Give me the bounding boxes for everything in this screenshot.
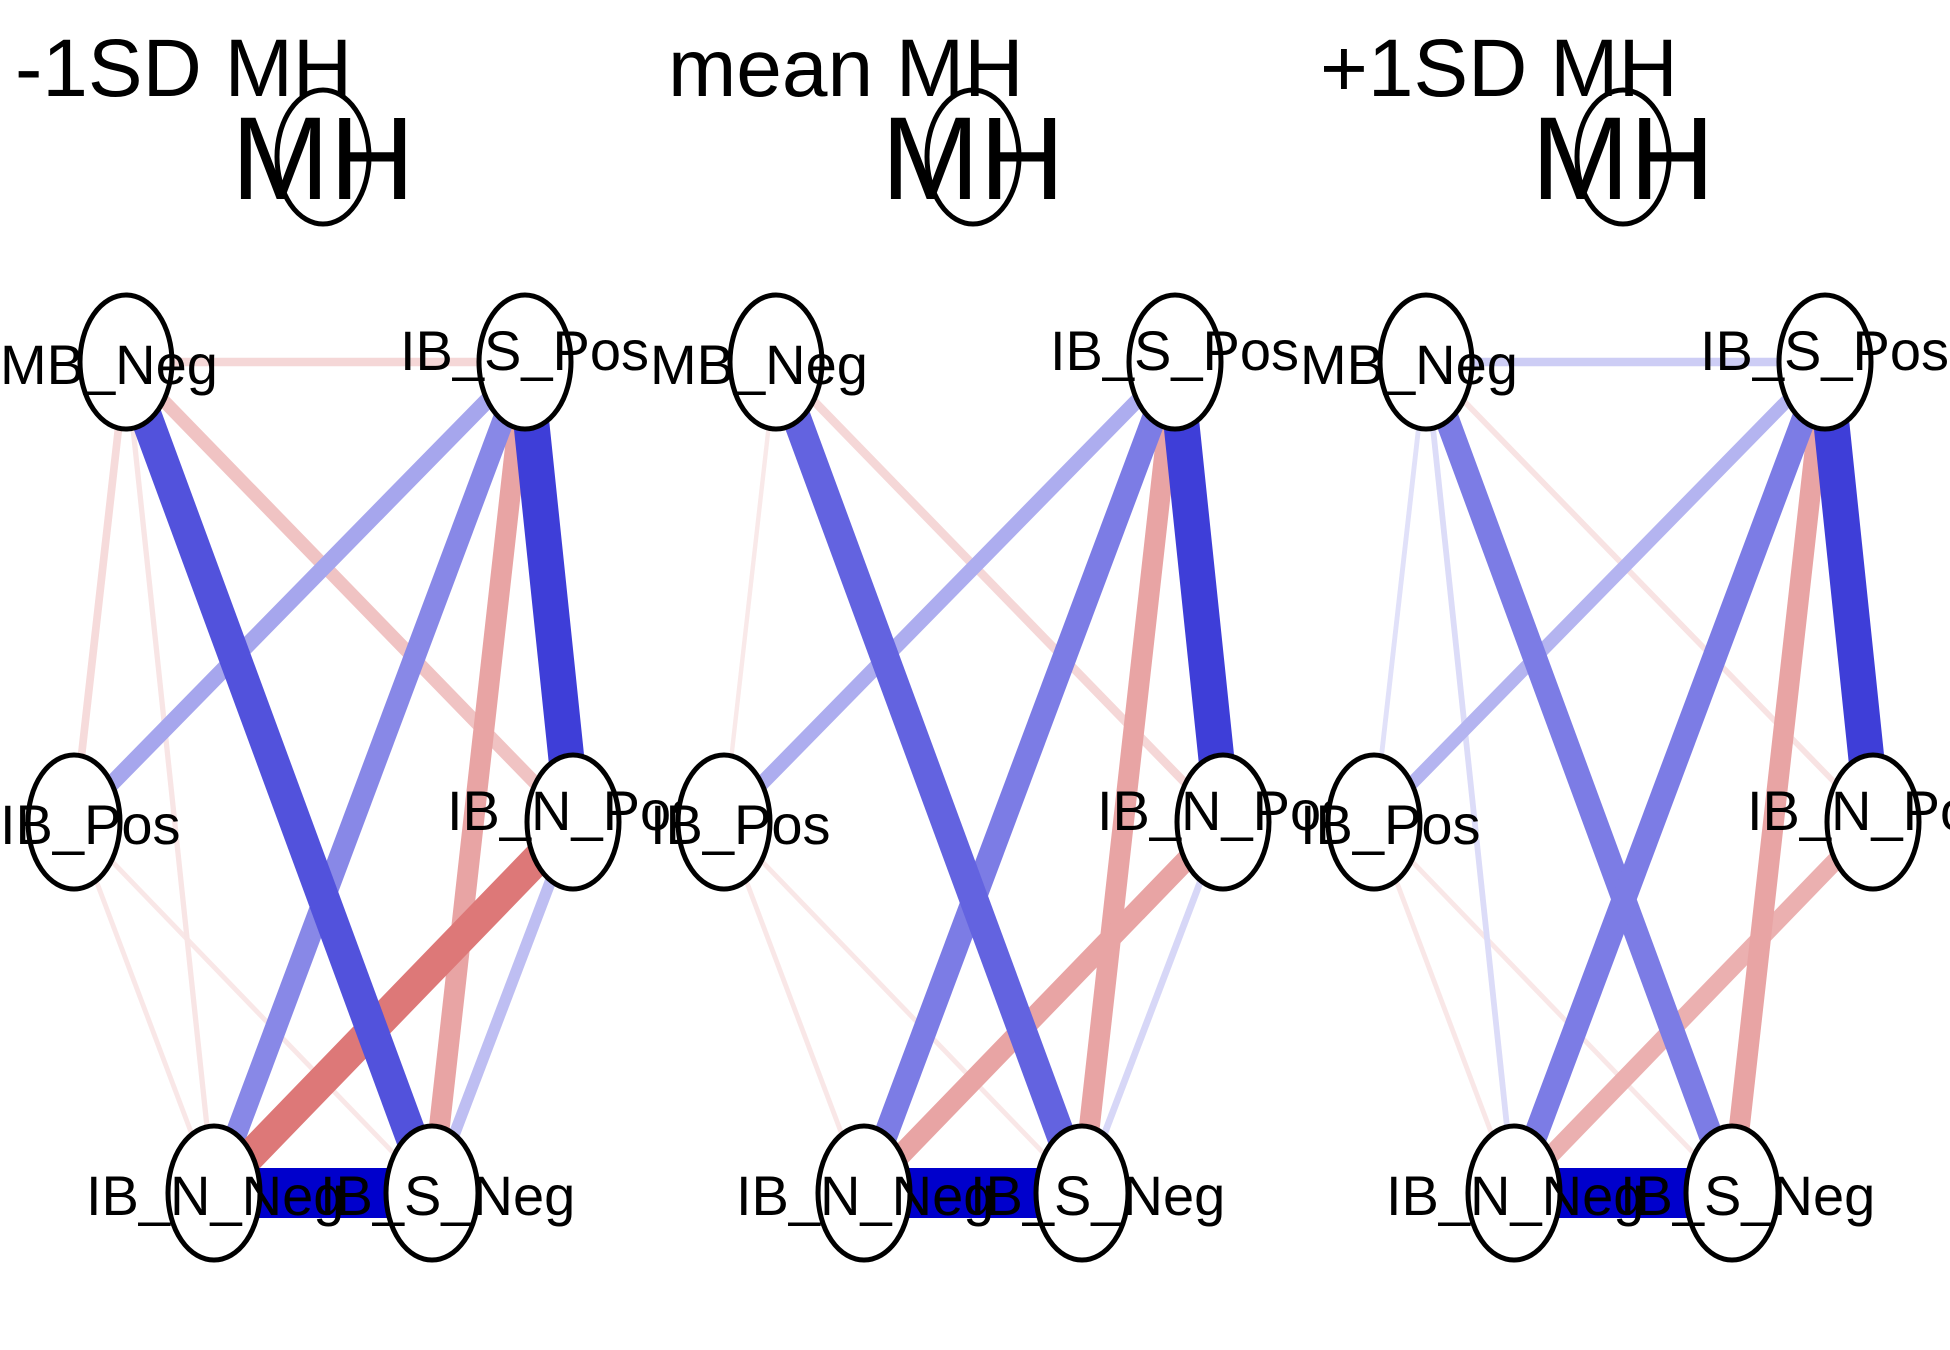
node-label-IB_N_Neg: IB_N_Neg <box>86 1164 344 1227</box>
panel-title: mean MH <box>668 23 1023 114</box>
node-IB_Pos <box>25 752 123 892</box>
edge-MB_Neg-IB_N_Neg <box>1423 361 1517 1194</box>
edge-MB_Neg-IB_Pos <box>1371 361 1429 823</box>
moderator-label: MH <box>881 93 1065 225</box>
edge-MB_Neg-IB_Pos <box>721 361 779 823</box>
node-label-IB_Pos: IB_Pos <box>0 793 181 856</box>
edge-IB_S_Pos-IB_Pos <box>1369 357 1830 827</box>
node-IB_S_Neg <box>1683 1123 1781 1263</box>
node-label-IB_S_Neg: IB_S_Neg <box>1620 1164 1875 1227</box>
node-IB_N_Neg <box>1465 1123 1563 1263</box>
network-panel: MH MB_Neg IB_S_Pos IB_Pos IB_N_Pos IB_N_NegIB… <box>650 23 1349 1263</box>
node-IB_N_Neg <box>165 1123 263 1263</box>
node-IB_S_Neg <box>1033 1123 1131 1263</box>
node-IB_N_Neg <box>815 1123 913 1263</box>
edge-MB_Neg-IB_N_Neg <box>123 361 217 1194</box>
edge-IB_Pos-IB_S_Neg <box>72 820 434 1195</box>
node-label-IB_N_Pos: IB_N_Pos <box>1097 779 1349 842</box>
network-panel: MH MB_Neg IB_S_Pos IB_Pos IB_N_Pos IB_N_NegIB… <box>0 23 699 1263</box>
edge-IB_Pos-IB_N_Neg <box>1371 821 1517 1194</box>
node-MB_Neg <box>77 292 175 432</box>
node-label-IB_Pos: IB_Pos <box>1300 793 1481 856</box>
node-IB_N_Pos <box>524 752 622 892</box>
node-label-IB_N_Neg: IB_N_Neg <box>1386 1164 1644 1227</box>
edge-IB_S_Pos-IB_S_Neg <box>1721 360 1836 1195</box>
edge-IB_S_Pos-IB_N_Pos <box>1157 360 1241 824</box>
panel-title: -1SD MH <box>15 23 352 114</box>
node-label-IB_Pos: IB_Pos <box>650 793 831 856</box>
node-label-MB_Neg: MB_Neg <box>1300 333 1518 396</box>
edge-MB_Neg-IB_S_Neg <box>762 357 1096 1198</box>
edge-MB_Neg-IB_N_Pos <box>1423 359 1876 825</box>
node-label-IB_N_Pos: IB_N_Pos <box>447 779 699 842</box>
node-label-IB_S_Pos: IB_S_Pos <box>1050 319 1299 382</box>
node-label-IB_S_Pos: IB_S_Pos <box>400 319 649 382</box>
edge-IB_S_Pos-IB_N_Pos <box>507 360 591 824</box>
node-MB_Neg <box>1377 292 1475 432</box>
moderator-node <box>924 87 1022 227</box>
moderator-label: MH <box>231 93 415 225</box>
node-IB_Pos <box>1325 752 1423 892</box>
edge-IB_S_Pos-IB_N_Neg <box>1502 357 1837 1198</box>
moderator-node <box>1574 87 1672 227</box>
node-label-IB_S_Pos: IB_S_Pos <box>1700 319 1949 382</box>
edge-IB_S_Pos-IB_N_Neg <box>852 357 1187 1198</box>
edge-IB_Pos-IB_S_Neg <box>722 820 1084 1195</box>
node-IB_N_Pos <box>1824 752 1922 892</box>
node-IB_Pos <box>675 752 773 892</box>
node-IB_S_Pos <box>476 292 574 432</box>
node-MB_Neg <box>727 292 825 432</box>
node-label-IB_S_Neg: IB_S_Neg <box>320 1164 575 1227</box>
node-IB_S_Neg <box>383 1123 481 1263</box>
edge-MB_Neg-IB_N_Pos <box>121 357 578 827</box>
edge-IB_N_Pos-IB_N_Neg <box>1507 815 1880 1200</box>
edge-MB_Neg-IB_S_Neg <box>110 356 448 1199</box>
edge-IB_Pos-IB_S_Neg <box>1372 820 1734 1195</box>
edge-IB_N_Pos-IB_N_Neg <box>856 814 1231 1201</box>
node-label-MB_Neg: MB_Neg <box>0 333 218 396</box>
node-IB_S_Pos <box>1776 292 1874 432</box>
node-IB_N_Pos <box>1174 752 1272 892</box>
edge-IB_S_Pos-IB_N_Neg <box>203 358 536 1197</box>
edge-IB_N_Pos-IB_S_Neg <box>1078 820 1227 1195</box>
moderator-node <box>274 87 372 227</box>
edge-IB_S_Pos-IB_N_Pos <box>1807 360 1891 824</box>
edge-IB_N_Pos-IB_S_Neg <box>426 819 579 1196</box>
network-panel: MH MB_Neg IB_S_Pos IB_Pos IB_N_Pos IB_N_NegIB… <box>1300 23 1950 1263</box>
edge-IB_S_Pos-IB_S_Neg <box>1071 360 1186 1195</box>
node-IB_S_Pos <box>1126 292 1224 432</box>
edge-IB_Pos-IB_N_Neg <box>71 821 217 1194</box>
node-label-IB_N_Neg: IB_N_Neg <box>736 1164 994 1227</box>
edge-IB_S_Pos-IB_S_Neg <box>421 360 536 1195</box>
edge-MB_Neg-IB_N_Pos <box>772 359 1227 825</box>
panel-title: +1SD MH <box>1320 23 1678 114</box>
edge-MB_Neg-IB_Pos <box>70 361 130 823</box>
moderator-label: MH <box>1531 93 1715 225</box>
node-label-MB_Neg: MB_Neg <box>650 333 868 396</box>
edge-MB_Neg-IB_S_Neg <box>1414 357 1744 1198</box>
edge-IB_S_Pos-IB_Pos <box>68 356 531 828</box>
edge-IB_N_Pos-IB_N_Neg <box>202 811 585 1204</box>
edge-IB_S_Pos-IB_Pos <box>718 356 1181 828</box>
node-label-IB_N_Pos: IB_N_Pos <box>1747 779 1950 842</box>
node-label-IB_S_Neg: IB_S_Neg <box>970 1164 1225 1227</box>
edge-IB_Pos-IB_N_Neg <box>721 821 867 1194</box>
